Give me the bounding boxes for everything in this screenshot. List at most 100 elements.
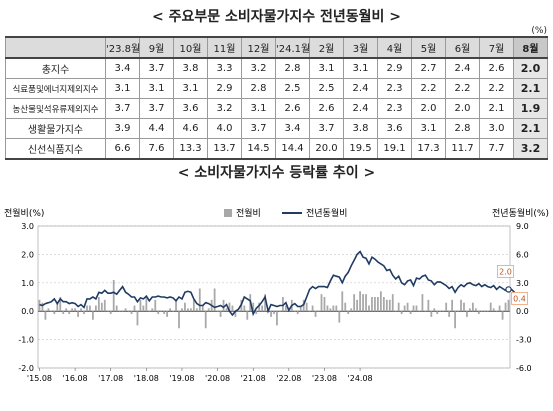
table-cell: 2.2 bbox=[411, 78, 446, 99]
column-header: 5월 bbox=[411, 36, 446, 59]
mom-bar bbox=[305, 302, 308, 312]
column-header: 8월 bbox=[513, 36, 548, 59]
mom-bar bbox=[154, 299, 157, 312]
mom-bar bbox=[112, 279, 115, 312]
mom-bars bbox=[38, 279, 510, 329]
mom-bar bbox=[454, 311, 456, 329]
yoy-last-label: 2.0 bbox=[499, 267, 512, 276]
table-cell: 3.8 bbox=[173, 57, 208, 79]
mom-bar bbox=[344, 302, 347, 312]
table-cell: 2.0 bbox=[411, 98, 446, 119]
mom-bar bbox=[296, 311, 299, 315]
mom-bar bbox=[178, 311, 180, 329]
mom-bar bbox=[388, 299, 391, 312]
mom-bar bbox=[365, 294, 367, 312]
legend: 전월비 전년동월비 bbox=[224, 207, 347, 219]
table-cell: 2.8 bbox=[445, 118, 480, 139]
x-tick-label: '20.08 bbox=[205, 374, 230, 383]
mom-bar bbox=[448, 311, 451, 317]
mom-bar bbox=[409, 311, 412, 315]
mom-bar bbox=[115, 305, 118, 312]
mom-bar bbox=[356, 299, 359, 312]
yoy-last-point bbox=[505, 286, 512, 293]
mom-bar bbox=[65, 308, 68, 312]
mom-bar bbox=[100, 302, 103, 312]
mom-bar bbox=[189, 308, 192, 312]
mom-bar bbox=[445, 302, 448, 312]
table-header-row: '23.8월 9월 10월 11월 12월 '24.1월 2월 3월 4월 5월 6월 7월 8월 bbox=[5, 36, 548, 59]
mom-bar bbox=[44, 311, 47, 320]
table-cell: 11.7 bbox=[445, 138, 480, 160]
table-cell: 2.7 bbox=[411, 57, 446, 79]
mom-bar bbox=[47, 308, 50, 312]
column-header: 3월 bbox=[343, 36, 378, 59]
mom-bar bbox=[270, 311, 272, 317]
table-body: 총지수 3.4 3.7 3.8 3.3 3.2 2.8 3.1 3.1 2.9 2.7 2.4 2.6 2… bbox=[5, 57, 548, 160]
table-cell: 14.4 bbox=[275, 138, 310, 160]
table-cell: 2.3 bbox=[377, 78, 412, 99]
mom-bar bbox=[362, 294, 364, 312]
mom-bar bbox=[234, 311, 237, 317]
mom-bar bbox=[347, 311, 350, 315]
table-row: 생활물가지수 3.9 4.4 4.6 4.0 3.7 3.4 3.7 3.8 3.6 3.1 2.8 3… bbox=[5, 118, 548, 139]
mom-bar bbox=[368, 305, 370, 312]
mom-bar bbox=[469, 308, 471, 312]
x-tick-label: '22.08 bbox=[276, 374, 301, 383]
column-header: '24.1월 bbox=[275, 36, 310, 59]
legend-mom: 전월비 bbox=[236, 207, 261, 219]
table-cell: 3.1 bbox=[343, 57, 378, 79]
mom-bar bbox=[433, 308, 436, 312]
x-tick-label: '15.08 bbox=[27, 374, 52, 383]
mom-bar bbox=[192, 299, 195, 312]
mom-bar bbox=[68, 311, 71, 315]
table-cell: 2.6 bbox=[309, 98, 344, 119]
table-cell: 3.0 bbox=[479, 118, 514, 139]
right-tick-label: 0.0 bbox=[516, 307, 529, 316]
mom-bar bbox=[359, 291, 361, 312]
table-cell: 3.4 bbox=[105, 57, 140, 79]
mom-bar bbox=[204, 311, 207, 329]
mom-bar bbox=[477, 311, 480, 315]
right-tick-label: 9.0 bbox=[516, 222, 529, 231]
table-cell: 3.1 bbox=[411, 118, 446, 139]
row-label: 식료품및에너지제외지수 bbox=[5, 78, 106, 99]
mom-bar bbox=[198, 288, 201, 312]
column-header: 12월 bbox=[241, 36, 276, 59]
table-title: < 주요부문 소비자물가지수 전년동월비 > bbox=[151, 9, 402, 25]
x-tick-label: '16.08 bbox=[63, 374, 88, 383]
table-cell: 3.7 bbox=[241, 118, 276, 139]
x-tick-label: '21.08 bbox=[241, 374, 266, 383]
mom-bar bbox=[412, 305, 415, 312]
table-cell: 2.4 bbox=[343, 78, 378, 99]
mom-bar bbox=[341, 291, 344, 312]
mom-bar bbox=[332, 305, 335, 312]
left-tick-label: 1.0 bbox=[21, 279, 34, 288]
right-tick-label: -6.0 bbox=[516, 364, 532, 373]
table-cell: 3.3 bbox=[207, 57, 242, 79]
mom-bar bbox=[258, 302, 261, 312]
mom-bar bbox=[273, 311, 275, 315]
x-tick-label: '23.08 bbox=[312, 374, 337, 383]
table-cell: 20.0 bbox=[309, 138, 344, 160]
table-cell: 2.9 bbox=[377, 57, 412, 79]
mom-bar bbox=[157, 311, 160, 315]
table-cell: 2.2 bbox=[445, 78, 480, 99]
mom-bar bbox=[282, 297, 284, 312]
mom-bar bbox=[246, 311, 249, 320]
column-header: 4월 bbox=[377, 36, 412, 59]
table-cell: 3.6 bbox=[377, 118, 412, 139]
legend-yoy: 전년동월비 bbox=[306, 207, 347, 219]
table-cell: 6.6 bbox=[105, 138, 140, 160]
mom-bar bbox=[169, 308, 171, 312]
table-cell: 3.2 bbox=[241, 57, 276, 79]
mom-bar bbox=[403, 305, 406, 312]
column-header: 6월 bbox=[445, 36, 480, 59]
mom-bar bbox=[166, 311, 169, 317]
mom-bar bbox=[492, 308, 495, 312]
header-corner bbox=[5, 36, 106, 59]
right-axis-label: 전년동월비(%) bbox=[492, 207, 549, 219]
mom-bar bbox=[228, 302, 231, 312]
table-cell: 7.6 bbox=[139, 138, 174, 160]
mom-bar bbox=[83, 311, 85, 315]
mom-bar bbox=[374, 297, 376, 312]
